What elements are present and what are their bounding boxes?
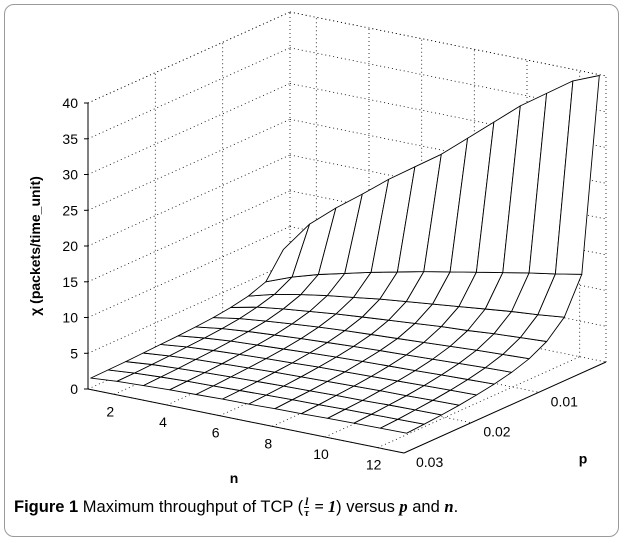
grid-line-back-wall [289,297,607,363]
caption-var-p: p [399,497,408,516]
z-tick-label: 20 [62,238,78,254]
fraction-numerator: l [304,496,310,509]
z-axis-label: χ (packets/time_unit) [27,176,43,316]
surface-patch [554,75,600,275]
grid-line-left-wall [87,190,291,283]
grid-line-left-wall [87,118,291,211]
p-axis-label: p [579,451,588,467]
grid-line-left-wall [87,226,291,318]
grid-line-left-wall [87,47,291,140]
z-tick-label: 0 [70,381,78,397]
n-tick-label: 12 [366,457,382,473]
grid-line-left-wall [87,154,291,247]
n-tick-label: 4 [159,414,167,430]
z-tick-label: 10 [62,310,78,326]
grid-line-floor [377,356,580,449]
grid-line-left-wall [87,261,291,354]
grid-line-top [87,11,291,104]
n-tick-label: 2 [106,403,114,419]
p-tick-label: 0.03 [416,454,443,470]
figure-label: Figure 1 [14,498,79,516]
surface-chart: 0 5 10 15 20 25 30 35 40 2 4 6 8 10 12 0.01 0.02 0.03 χ (p… [27,11,607,486]
n-tick-label: 10 [313,446,329,462]
z-tick-label: 30 [62,167,78,183]
caption-equation: = 1 [310,497,337,516]
caption-text-before: Maximum throughput of TCP ( [82,498,304,516]
p-axis-line [403,361,607,454]
n-tick-label: 8 [264,435,272,451]
p-tick-label: 0.01 [551,393,578,409]
n-axis-line [87,388,405,454]
z-tick-label: 15 [62,274,78,290]
p-tick-label: 0.02 [483,424,510,440]
n-axis-label: n [230,470,239,486]
z-tick-label: 25 [62,202,78,218]
z-tick-label: 5 [70,345,78,361]
caption-text-after: ) versus [336,498,400,516]
z-tick-label: 40 [62,95,78,111]
figure-caption: Figure 1 Maximum throughput of TCP (l τ =… [14,496,614,520]
caption-var-n: n [444,497,454,516]
caption-and: and [407,498,445,516]
fraction-denominator: τ [304,507,310,520]
grid-line-left-wall [87,83,291,175]
n-tick-label: 6 [212,425,220,441]
z-tick-label: 35 [62,131,78,147]
grid-line-top [289,11,607,77]
caption-period: . [453,498,459,516]
